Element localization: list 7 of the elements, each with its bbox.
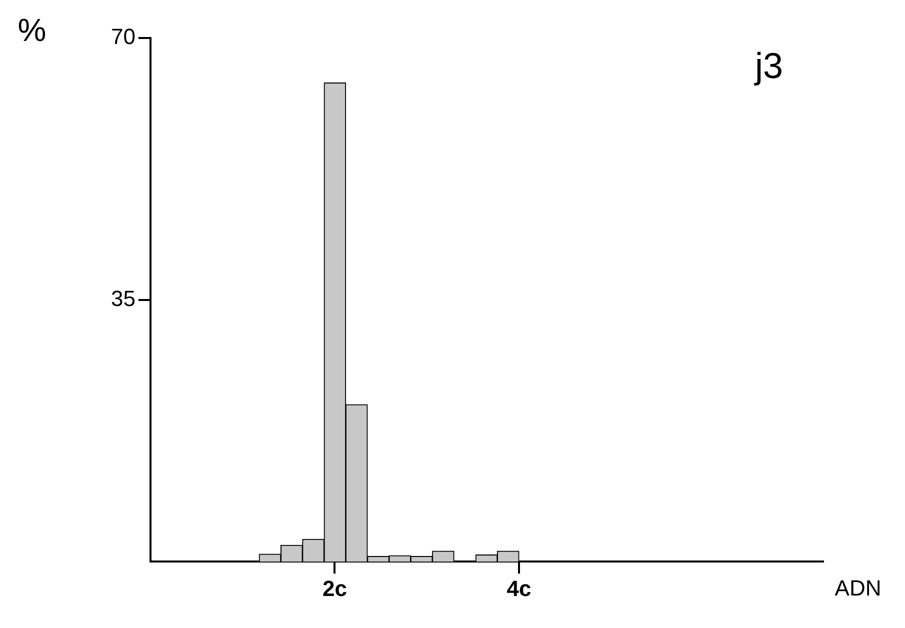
x-axis-title: ADN <box>834 576 882 601</box>
y-tick-label: 35 <box>110 286 136 311</box>
y-tick-label: 70 <box>110 24 136 50</box>
x-tick-label: 4c <box>506 576 532 601</box>
y-axis-title: % <box>18 12 46 48</box>
annotation: j3 <box>754 44 783 86</box>
x-tick-label: 2c <box>322 576 347 601</box>
